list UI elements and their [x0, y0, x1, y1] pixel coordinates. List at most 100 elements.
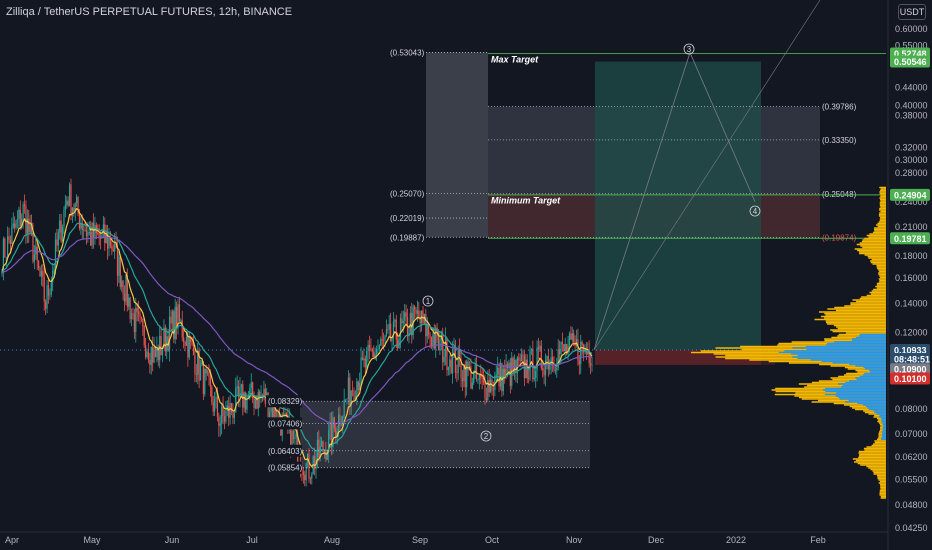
candle-body — [18, 209, 20, 219]
candle-body — [375, 350, 378, 355]
volume-profile-bar — [879, 207, 886, 210]
candle-body — [270, 405, 272, 412]
volume-profile-value-area — [882, 422, 886, 424]
price-tick-label: 0.04250 — [895, 523, 928, 533]
candle-body — [418, 310, 420, 319]
candle-body — [374, 354, 376, 358]
time-tick-label: Apr — [5, 535, 19, 545]
volume-profile-value-area — [792, 347, 886, 349]
volume-profile-value-area — [823, 389, 886, 391]
volume-profile-bar — [880, 189, 886, 192]
volume-profile-bar — [869, 291, 886, 294]
volume-profile-bar — [878, 482, 886, 484]
volume-profile-value-area — [851, 338, 886, 340]
volume-profile-value-area — [821, 360, 886, 363]
price-axis-label: 08:48:51 — [894, 355, 930, 365]
price-tick-label: 0.18000 — [895, 251, 928, 261]
volume-profile-value-area — [879, 414, 886, 417]
candle-body — [485, 398, 487, 401]
price-axis-label: 0.24904 — [894, 190, 927, 200]
candle-body — [373, 351, 375, 358]
candle-body — [43, 277, 45, 302]
volume-profile-value-area — [882, 426, 886, 429]
candle-body — [568, 333, 571, 346]
candle-body — [157, 347, 159, 361]
volume-profile-bar — [879, 186, 886, 189]
candle-body — [33, 254, 35, 262]
candle-body — [263, 388, 265, 398]
candle-body — [188, 336, 190, 358]
candle-body — [321, 441, 323, 447]
candle-body — [397, 339, 399, 348]
candle-body — [16, 218, 19, 221]
volume-profile-bar — [879, 192, 886, 195]
volume-profile-bar — [877, 222, 886, 225]
candle-body — [2, 238, 5, 273]
candle-body — [342, 415, 344, 426]
candle-body — [273, 403, 275, 420]
candle-body — [253, 398, 255, 409]
price-tick-label: 0.21000 — [895, 222, 928, 232]
candle-body — [433, 334, 435, 349]
candle-body — [137, 311, 140, 315]
volume-profile-bar — [880, 195, 886, 198]
volume-profile-bar — [877, 225, 886, 228]
candle-body — [484, 382, 486, 399]
wave-projection-line — [593, 51, 756, 351]
candle-body — [154, 347, 157, 357]
candle-body — [114, 242, 116, 252]
volume-profile-value-area — [826, 344, 886, 346]
price-axis-label-bg — [890, 343, 930, 356]
candle-body — [508, 362, 510, 369]
candle-body — [480, 374, 482, 378]
candle-body — [497, 367, 499, 375]
volume-profile-value-area — [855, 365, 886, 367]
volume-profile-bar — [874, 441, 886, 444]
candle-body — [360, 357, 362, 384]
candle-body — [492, 389, 495, 391]
candle-body — [187, 336, 189, 358]
volume-profile-bar — [837, 327, 886, 330]
candle-body — [199, 365, 202, 381]
candle-body — [551, 357, 554, 366]
candle-body — [522, 354, 524, 356]
candle-body — [223, 416, 226, 422]
candle-body — [85, 230, 88, 237]
price-axis-label: 0.10900 — [894, 365, 927, 375]
candle-body — [246, 397, 248, 410]
candle-body — [422, 310, 424, 323]
candle-body — [232, 411, 234, 418]
volume-profile-bar — [879, 480, 886, 483]
candle-body — [57, 232, 59, 246]
candle-body — [361, 357, 364, 361]
volume-profile-value-area — [791, 353, 886, 355]
volume-profile-value-area — [864, 372, 886, 375]
time-tick-label: Sep — [412, 535, 428, 545]
candle-body — [198, 350, 200, 381]
candle-body — [504, 368, 506, 378]
candle-body — [70, 184, 72, 216]
candle-body — [549, 363, 551, 370]
candle-body — [437, 332, 440, 351]
candle-body — [283, 413, 285, 415]
volume-profile-bar — [879, 219, 886, 222]
price-tick-label: 0.40000 — [895, 101, 928, 111]
candle-body — [308, 453, 310, 479]
candle-body — [340, 425, 342, 427]
candle-body — [311, 474, 313, 479]
candle-body — [540, 345, 542, 369]
candle-body — [432, 334, 434, 347]
candle-body — [302, 471, 304, 475]
candle-body — [408, 333, 410, 336]
volume-profile-bar — [876, 224, 886, 226]
candle-body — [197, 350, 199, 375]
price-tick-label: 0.05500 — [895, 474, 928, 484]
candle-body — [5, 256, 7, 258]
price-tick-label: 0.06200 — [895, 452, 928, 462]
volume-profile-bar — [858, 456, 886, 459]
candle-body — [292, 430, 295, 440]
candle-body — [1, 272, 3, 274]
candle-body — [107, 232, 109, 249]
currency-badge[interactable]: USDT — [898, 4, 926, 20]
